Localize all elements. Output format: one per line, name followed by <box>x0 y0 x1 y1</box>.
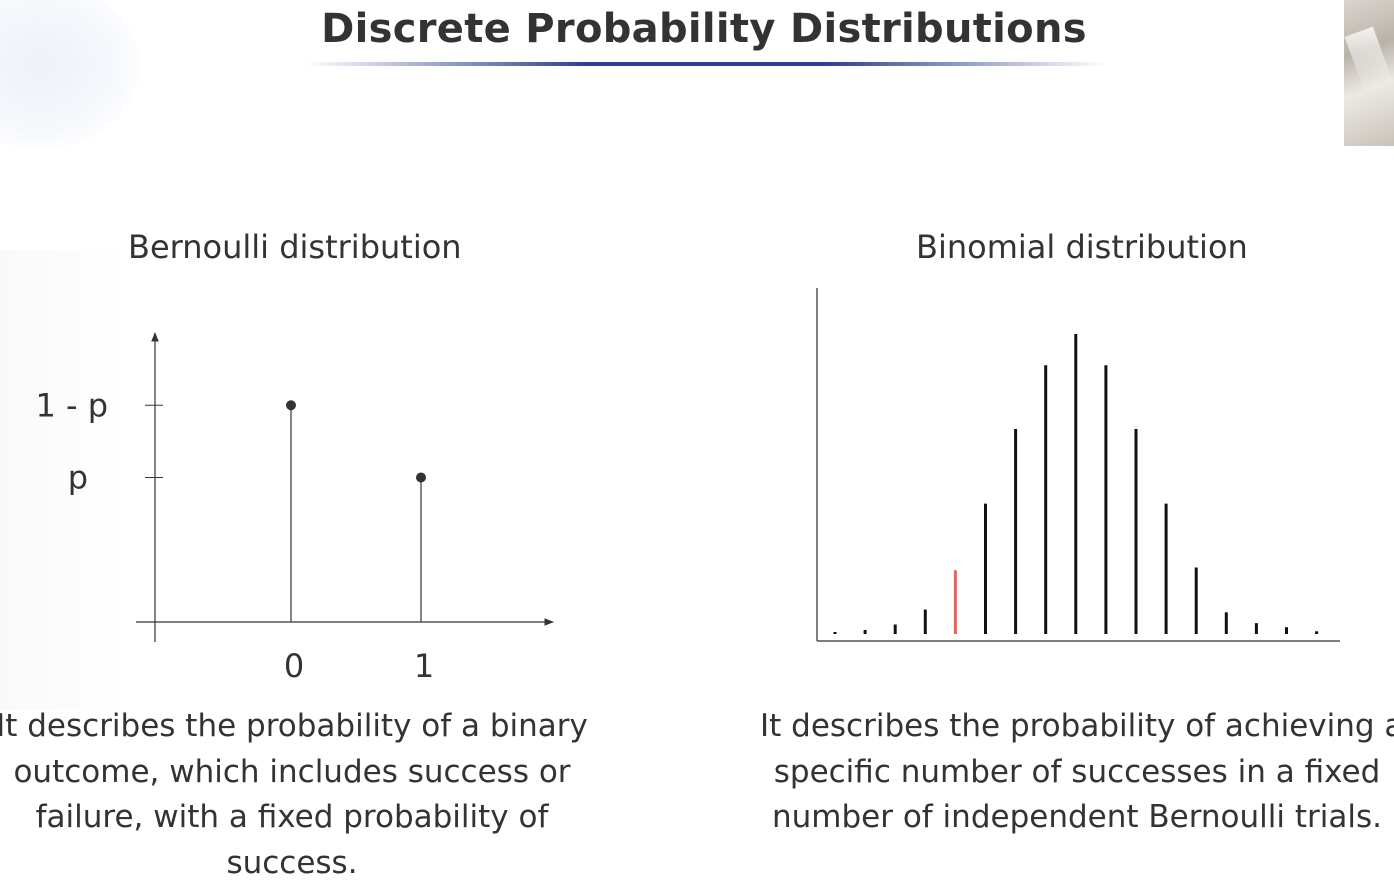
binomial-description-line: It describes the probability of achievin… <box>760 704 1394 750</box>
bernoulli-x-tick-label: 1 <box>414 647 434 685</box>
bernoulli-description-line: success. <box>0 841 592 886</box>
bernoulli-description: It describes the probability of a binary… <box>0 704 592 886</box>
binomial-description-line: specific number of successes in a fixed <box>760 750 1394 796</box>
binomial-description: It describes the probability of achievin… <box>760 704 1394 841</box>
bernoulli-point <box>416 473 426 483</box>
bernoulli-y-tick-label: 1 - p <box>35 386 108 424</box>
bernoulli-description-line: failure, with a fixed probability of <box>0 795 592 841</box>
bernoulli-x-tick-label: 0 <box>284 647 304 685</box>
binomial-description-line: number of independent Bernoulli trials. <box>760 795 1394 841</box>
bernoulli-description-line: It describes the probability of a binary <box>0 704 592 750</box>
bernoulli-description-line: outcome, which includes success or <box>0 750 592 796</box>
bernoulli-point <box>286 400 296 410</box>
bernoulli-y-tick-label: p <box>68 459 88 497</box>
